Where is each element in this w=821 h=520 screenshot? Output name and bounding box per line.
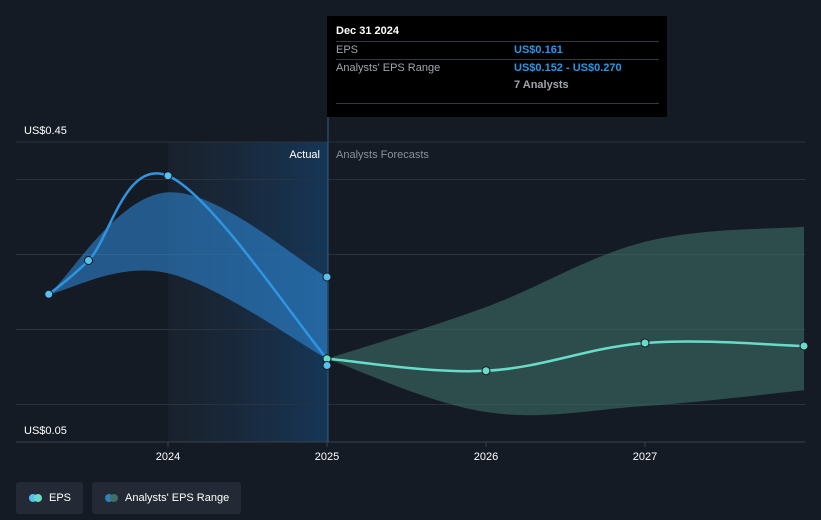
tooltip-range-label: Analysts' EPS Range	[336, 62, 441, 74]
tooltip-date: Dec 31 2024	[336, 25, 399, 37]
eps-lines	[47, 172, 806, 373]
legend-range-dot-past	[105, 494, 114, 502]
range-bands	[48, 192, 804, 416]
x-tick-label-2024: 2024	[156, 451, 180, 463]
range-band-0	[48, 192, 328, 359]
eps-point-0-1	[84, 256, 93, 265]
eps-point-1-1	[481, 366, 491, 376]
eps-point-1-3	[799, 341, 809, 351]
legend-item-eps[interactable]: EPS	[16, 482, 84, 514]
legend-range-dot-forecast	[110, 494, 119, 502]
eps-point-0-0	[44, 289, 54, 299]
legend-eps-dot-forecast	[34, 494, 42, 502]
region-label-forecast: Analysts Forecasts	[336, 149, 429, 161]
tooltip-range-value: US$0.152 - US$0.270	[514, 62, 622, 74]
x-tick-label-2026: 2026	[474, 451, 498, 463]
y-tick-bottom: US$0.05	[24, 425, 67, 437]
tooltip-eps-label: EPS	[336, 44, 359, 56]
legend-range-label: Analysts' EPS Range	[125, 492, 230, 504]
region-label-actual: Actual	[289, 149, 320, 161]
eps-line-1	[325, 340, 806, 373]
tooltip-analysts-count: 7 Analysts	[514, 79, 569, 91]
tooltip-row-range: Analysts' EPS Range US$0.152 - US$0.270	[336, 59, 659, 77]
legend-eps-label: EPS	[49, 492, 72, 504]
eps-point-0-2	[163, 171, 173, 181]
tooltip-row-analysts: 7 Analysts	[336, 77, 659, 95]
chart-legend: EPS Analysts' EPS Range	[16, 482, 242, 514]
range-point-1	[322, 361, 332, 370]
legend-range-icon	[105, 494, 119, 502]
range-point-0	[322, 272, 332, 282]
x-axis-ticks: 2024 2025 2026 2027	[156, 442, 657, 463]
tooltip-eps-value: US$0.161	[514, 44, 563, 56]
tooltip-row-eps: EPS US$0.161	[336, 41, 659, 59]
x-tick-label-2025: 2025	[315, 451, 339, 463]
range-band-1	[327, 226, 804, 416]
tooltip-divider	[336, 103, 659, 104]
data-tooltip: Dec 31 2024 EPS US$0.161 Analysts' EPS R…	[327, 16, 667, 117]
eps-line-0	[47, 172, 329, 361]
legend-item-range[interactable]: Analysts' EPS Range	[92, 482, 242, 514]
legend-eps-dot-past	[29, 494, 37, 502]
eps-points	[44, 171, 809, 376]
eps-chart: US$0.45 US$0.05 Actual Analysts Forecast…	[16, 117, 809, 463]
eps-point-1-2	[640, 338, 650, 348]
legend-eps-icon	[29, 494, 42, 502]
x-tick-label-2027: 2027	[633, 451, 657, 463]
y-tick-top: US$0.45	[24, 125, 67, 137]
